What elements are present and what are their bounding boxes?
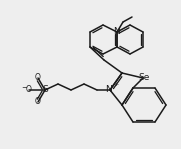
Text: +: + bbox=[113, 82, 118, 87]
Text: Se: Se bbox=[138, 73, 150, 83]
Text: S: S bbox=[42, 86, 48, 94]
Text: N: N bbox=[114, 28, 120, 37]
Text: N: N bbox=[105, 86, 111, 94]
Text: O: O bbox=[35, 97, 41, 107]
Text: O: O bbox=[35, 73, 41, 83]
Text: O: O bbox=[26, 86, 32, 94]
Text: −: − bbox=[21, 85, 27, 91]
